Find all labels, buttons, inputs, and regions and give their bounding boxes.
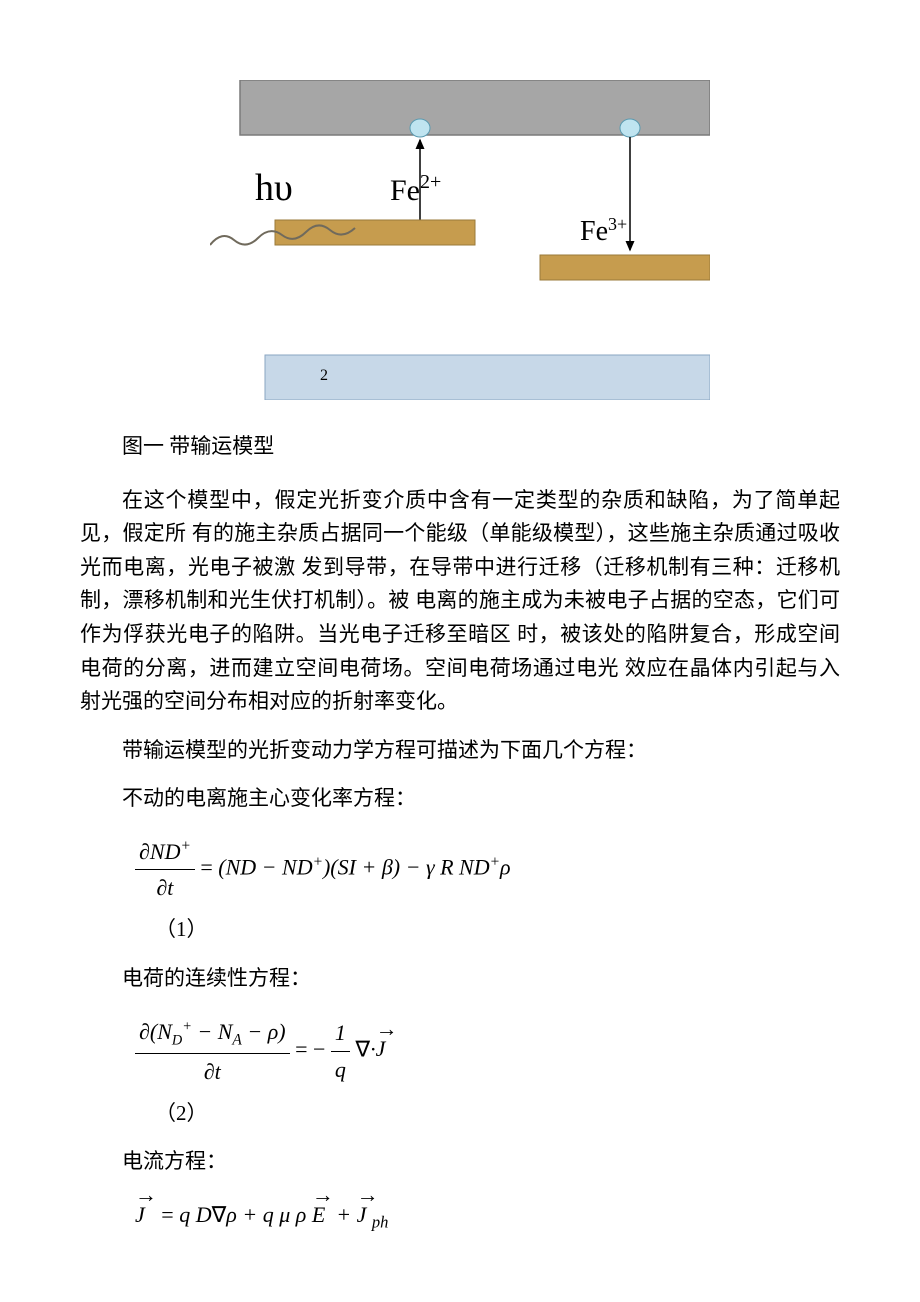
hv-label: hυ	[255, 167, 293, 209]
paragraph-model-description: 在这个模型中，假定光折变介质中含有一定类型的杂质和缺陷，为了简单起见，假定所 有…	[80, 484, 840, 719]
two-label: 2	[320, 367, 328, 384]
paragraph-eq3-label: 电流方程：	[80, 1145, 840, 1179]
fe2-label: Fe2+	[390, 171, 441, 207]
equation-3: J = q D∇ρ + q μ ρ E + J ph	[135, 1197, 840, 1236]
equation-2: ∂(ND+ − NA − ρ) ∂t = − 1 q ∇·J	[135, 1014, 840, 1089]
valence-band	[265, 355, 710, 400]
donor-level-fe3	[540, 255, 710, 280]
fe3-label: Fe3+	[580, 214, 627, 247]
paragraph-equations-intro: 带输运模型的光折变动力学方程可描述为下面几个方程：	[80, 734, 840, 768]
equation-1-number: （1）	[155, 913, 840, 947]
paragraph-eq1-label: 不动的电离施主心变化率方程：	[80, 782, 840, 816]
electron-right-icon	[620, 119, 640, 137]
band-transport-diagram: hυ Fe2+ Fe3+ 2	[210, 80, 710, 400]
equation-1: ∂ND+ ∂t = (ND − ND+)(SI + β) − γ R ND+ρ	[135, 834, 840, 905]
paragraph-eq2-label: 电荷的连续性方程：	[80, 962, 840, 996]
equation-2-number: （2）	[155, 1097, 840, 1131]
electron-left-icon	[410, 119, 430, 137]
figure-caption: 图一 带输运模型	[80, 430, 840, 464]
band-diagram-container: hυ Fe2+ Fe3+ 2	[210, 80, 710, 400]
